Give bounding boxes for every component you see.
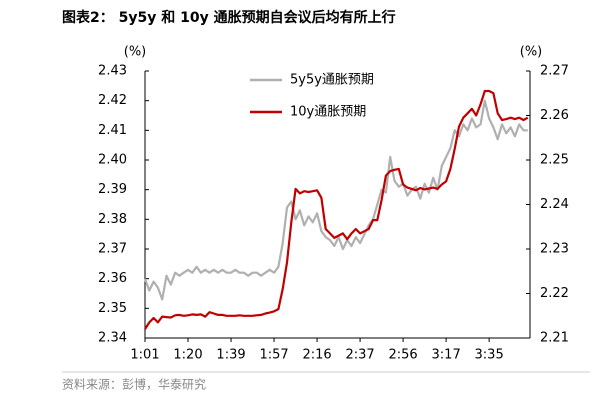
y2-tick-label: 2.26 [540, 108, 569, 123]
y-tick-label: 2.42 [98, 93, 127, 108]
legend-label: 5y5y通胀预期 [290, 73, 374, 88]
y2-tick-label: 2.24 [540, 197, 569, 212]
y-tick-label: 2.35 [98, 301, 127, 316]
y-tick-label: 2.34 [98, 331, 127, 346]
y-tick-label: 2.39 [98, 182, 127, 197]
y-tick-label: 2.41 [98, 123, 127, 138]
x-tick-label: 3:35 [475, 348, 504, 363]
y-tick-label: 2.40 [98, 153, 127, 168]
y2-tick-label: 2.25 [540, 153, 569, 168]
x-tick-label: 2:16 [302, 348, 331, 363]
x-tick-label: 2:56 [388, 348, 417, 363]
y2-tick-label: 2.22 [540, 286, 569, 301]
x-tick-label: 1:57 [259, 348, 288, 363]
y2-unit: (%) [520, 45, 543, 60]
chart-title: 图表2： 5y5y 和 10y 通胀预期自会议后均有所上行 [62, 9, 396, 26]
y2-tick-label: 2.21 [540, 331, 569, 346]
series-line [143, 99, 528, 301]
y-unit: (%) [124, 45, 147, 60]
source: 资料来源：彭博，华泰研究 [62, 377, 206, 392]
y-tick-label: 2.38 [98, 212, 127, 227]
x-tick-label: 1:01 [130, 348, 159, 363]
x-tick-label: 3:17 [432, 348, 461, 363]
x-tick-label: 1:39 [216, 348, 245, 363]
y-tick-label: 2.36 [98, 271, 127, 286]
y2-tick-label: 2.27 [540, 64, 569, 79]
legend-label: 10y通胀预期 [290, 105, 366, 120]
x-tick-label: 2:37 [345, 348, 374, 363]
y2-tick-label: 2.23 [540, 242, 569, 257]
y-tick-label: 2.43 [98, 64, 127, 79]
series-line [144, 89, 529, 330]
x-tick-label: 1:20 [173, 348, 202, 363]
y-tick-label: 2.37 [98, 242, 127, 257]
